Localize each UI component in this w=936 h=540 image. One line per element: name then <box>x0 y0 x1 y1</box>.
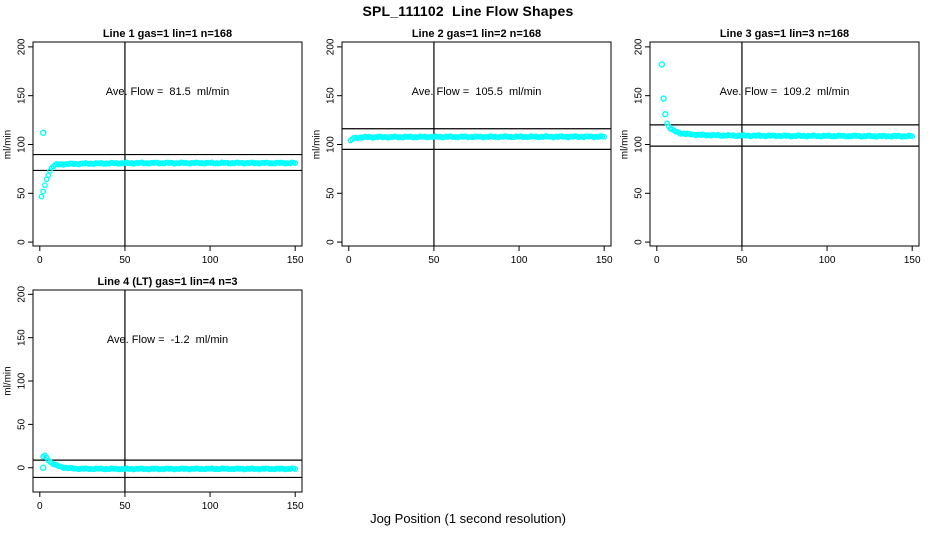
line-4-ave-flow-label: Ave. Flow = -1.2 ml/min <box>106 334 229 346</box>
svg-text:0: 0 <box>346 255 352 266</box>
svg-text:100: 100 <box>202 255 219 266</box>
svg-text:200: 200 <box>17 38 28 55</box>
svg-text:0: 0 <box>17 239 28 245</box>
svg-text:150: 150 <box>596 255 613 266</box>
line-3-plot: 0 50 100 150 200 0 50 100 150 ml/min <box>620 38 921 266</box>
panel-line-3: 0 50 100 150 200 0 50 100 150 ml/min Line 3 gas=1… <box>617 22 929 272</box>
svg-text:50: 50 <box>736 255 748 266</box>
line-1-plot: 0 50 100 150 200 0 50 100 150 ml/min <box>3 38 304 266</box>
svg-text:0: 0 <box>654 255 660 266</box>
svg-text:50: 50 <box>119 501 131 512</box>
line-2-plot: 0 50 100 150 200 0 50 100 150 ml/min <box>312 38 613 266</box>
svg-text:150: 150 <box>904 255 921 266</box>
line-1-ave-flow-label: Ave. Flow = 81.5 ml/min <box>105 86 230 98</box>
svg-text:100: 100 <box>634 136 645 153</box>
svg-text:100: 100 <box>202 501 219 512</box>
svg-text:100: 100 <box>511 255 528 266</box>
svg-text:50: 50 <box>326 187 337 199</box>
svg-text:ml/min: ml/min <box>312 130 323 159</box>
line-2-title: Line 2 gas=1 lin=2 n=168 <box>411 28 542 40</box>
svg-text:200: 200 <box>634 38 645 55</box>
svg-text:150: 150 <box>17 87 28 104</box>
svg-text:50: 50 <box>119 255 131 266</box>
svg-text:50: 50 <box>634 187 645 199</box>
svg-text:0: 0 <box>37 255 43 266</box>
panel-line-4: 0 50 100 150 200 0 50 100 150 ml/min Line 4 (LT) … <box>0 270 312 518</box>
panel-line-1: 0 50 100 150 200 0 50 100 150 ml/min Line 1 gas=1… <box>0 22 312 272</box>
line-3-title: Line 3 gas=1 lin=3 n=168 <box>719 28 850 40</box>
svg-text:ml/min: ml/min <box>620 130 631 159</box>
svg-text:200: 200 <box>326 38 337 55</box>
svg-text:0: 0 <box>326 239 337 245</box>
svg-text:50: 50 <box>17 418 28 430</box>
panel-line-2: 0 50 100 150 200 0 50 100 150 ml/min Line 2 gas=1… <box>309 22 621 272</box>
svg-text:0: 0 <box>634 239 645 245</box>
svg-text:150: 150 <box>634 87 645 104</box>
line-2-ave-flow-label: Ave. Flow = 105.5 ml/min <box>411 86 542 98</box>
main-title: SPL_111102 Line Flow Shapes <box>362 3 574 19</box>
shared-x-axis-label: Jog Position (1 second resolution) <box>370 511 566 526</box>
svg-text:0: 0 <box>17 465 28 471</box>
line-4-plot: 0 50 100 150 200 0 50 100 150 ml/min <box>3 286 304 512</box>
svg-text:150: 150 <box>287 501 304 512</box>
svg-text:100: 100 <box>819 255 836 266</box>
svg-text:ml/min: ml/min <box>3 130 14 159</box>
svg-text:100: 100 <box>17 372 28 389</box>
svg-text:50: 50 <box>428 255 440 266</box>
line-3-ave-flow-label: Ave. Flow = 109.2 ml/min <box>719 86 850 98</box>
svg-text:50: 50 <box>17 187 28 199</box>
svg-text:100: 100 <box>326 136 337 153</box>
svg-text:150: 150 <box>17 329 28 346</box>
line-1-title: Line 1 gas=1 lin=1 n=168 <box>102 28 233 40</box>
svg-text:100: 100 <box>17 136 28 153</box>
svg-text:150: 150 <box>287 255 304 266</box>
svg-text:ml/min: ml/min <box>3 366 14 395</box>
line-4-title: Line 4 (LT) gas=1 lin=4 n=3 <box>97 276 238 288</box>
svg-text:150: 150 <box>326 87 337 104</box>
svg-text:200: 200 <box>17 286 28 303</box>
svg-text:0: 0 <box>37 501 43 512</box>
